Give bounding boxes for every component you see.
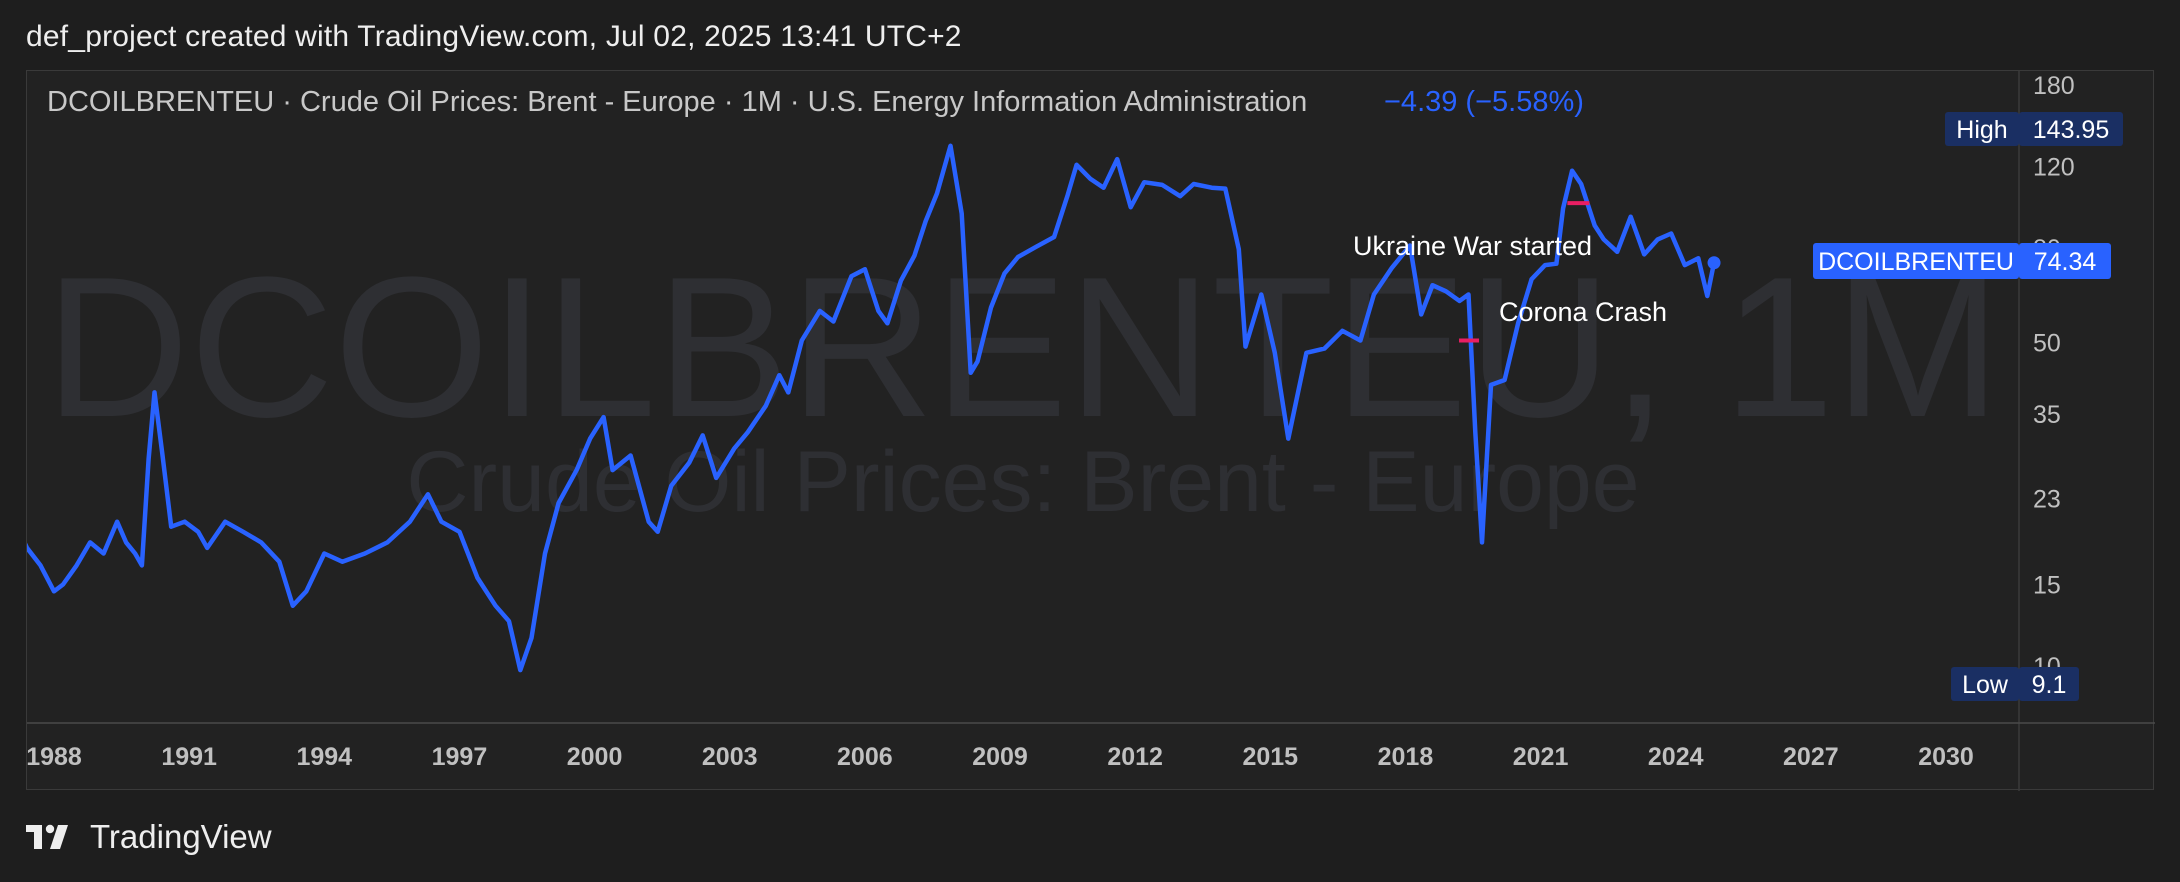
annotation-ukraine-war: Ukraine War started	[1353, 231, 1592, 261]
y-tick-label: 23	[2033, 486, 2061, 514]
watermark-symbol: DCOILBRENTEU, 1M	[45, 236, 2001, 459]
x-tick-label: 2027	[1783, 743, 1839, 771]
last-price-value-bg	[2019, 243, 2111, 279]
high-value: 143.95	[2033, 116, 2109, 144]
x-tick-label: 2003	[702, 743, 758, 771]
low-label: Low	[1962, 671, 2009, 699]
chart-attribution: def_project created with TradingView.com…	[26, 20, 962, 53]
y-tick-label: 15	[2033, 572, 2061, 600]
legend-title: DCOILBRENTEU · Crude Oil Prices: Brent -…	[47, 86, 1307, 118]
brand-name: TradingView	[90, 818, 272, 855]
x-tick-label: 1994	[296, 743, 352, 771]
x-tick-label: 2030	[1918, 743, 1974, 771]
tradingview-logo-icon	[26, 824, 68, 849]
y-tick-label: 50	[2033, 330, 2061, 358]
high-label: High	[1956, 116, 2007, 144]
y-tick-label: 35	[2033, 401, 2061, 429]
high-label-bg	[1945, 112, 2019, 146]
x-tick-label: 2018	[1378, 743, 1434, 771]
symbol-price-label-bg	[1813, 243, 2019, 279]
brand-footer: TradingView	[26, 818, 272, 856]
x-tick-label: 2012	[1107, 743, 1163, 771]
y-tick-label: 180	[2033, 72, 2075, 100]
x-tick-label: 2000	[567, 743, 623, 771]
x-tick-label: 1997	[432, 743, 488, 771]
low-value: 9.1	[2032, 671, 2067, 699]
legend-change: −4.39 (−5.58%)	[1384, 86, 1584, 118]
low-label-bg	[1951, 667, 2019, 701]
high-value-bg	[2019, 112, 2123, 146]
price-series-line	[27, 143, 1717, 673]
watermark-description: Crude Oil Prices: Brent - Europe	[406, 434, 1639, 530]
x-tick-label: 2006	[837, 743, 893, 771]
x-tick-label: 2015	[1242, 743, 1298, 771]
chart-pane[interactable]: DCOILBRENTEU, 1M Crude Oil Prices: Brent …	[26, 70, 2155, 791]
annotation-corona-crash: Corona Crash	[1499, 297, 1667, 327]
y-tick-label: 120	[2033, 154, 2075, 182]
last-price-dot	[1707, 256, 1721, 270]
symbol-price-label: DCOILBRENTEU	[1818, 248, 2014, 276]
x-tick-label: 2024	[1648, 743, 1704, 771]
x-tick-label: 1988	[27, 743, 82, 771]
x-tick-label: 1991	[161, 743, 217, 771]
x-tick-label: 2009	[972, 743, 1028, 771]
low-value-bg	[2019, 667, 2079, 701]
last-price-value: 74.34	[2034, 248, 2097, 276]
x-tick-label: 2021	[1513, 743, 1569, 771]
